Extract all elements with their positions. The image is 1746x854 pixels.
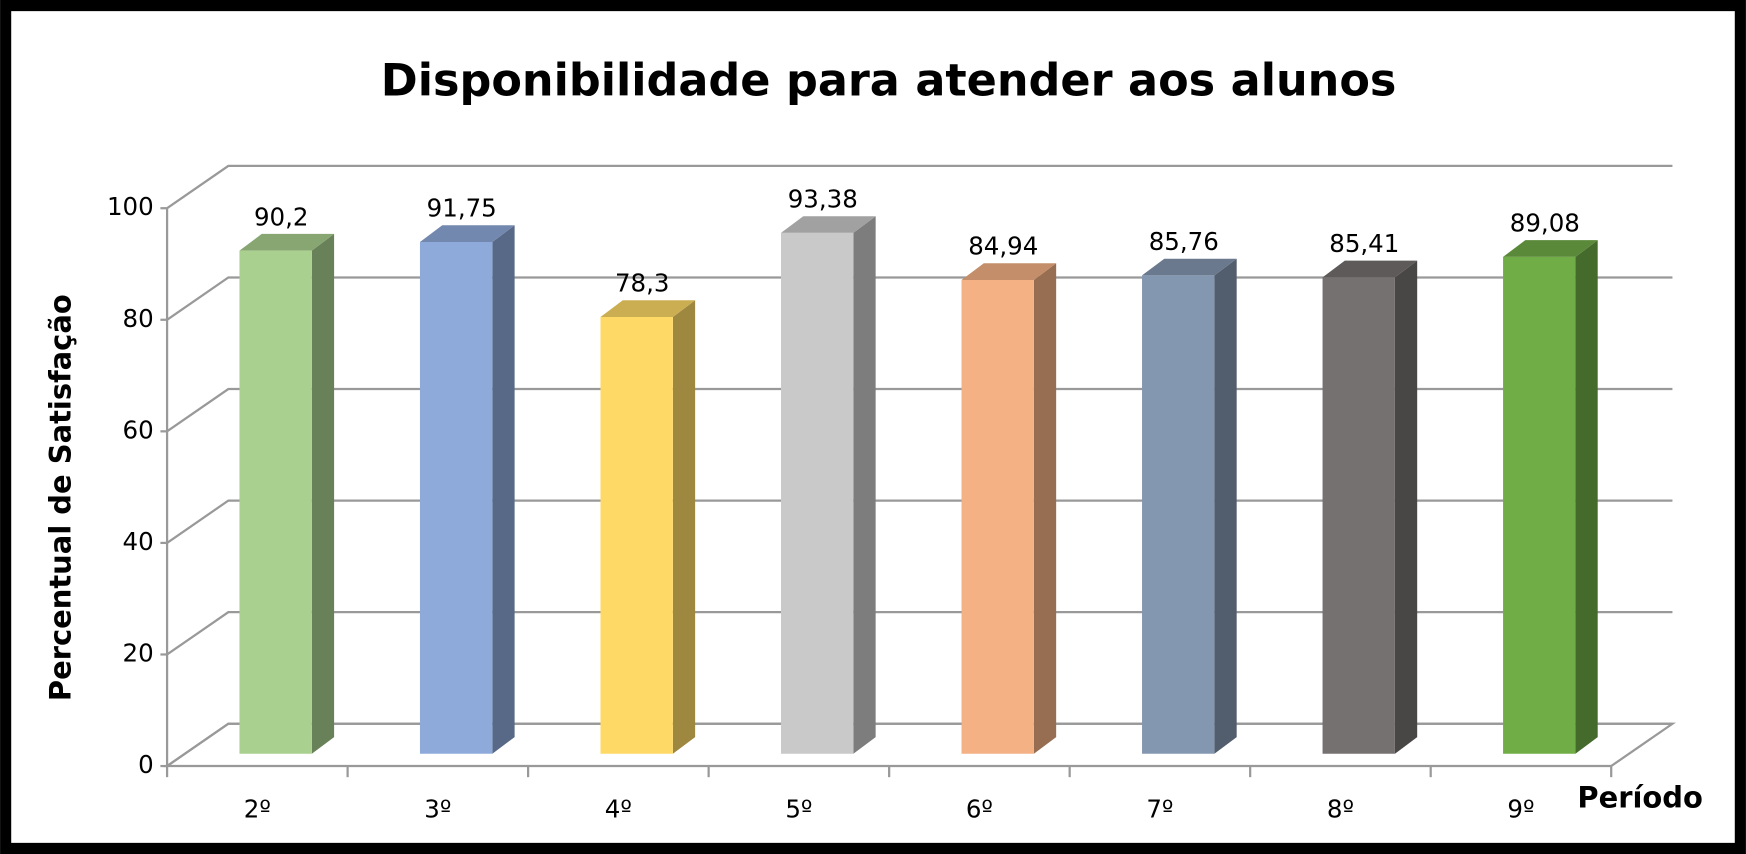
x-tick-label: 9º: [1507, 795, 1534, 824]
value-label: 85,41: [1329, 229, 1399, 258]
bar-side: [1575, 240, 1598, 754]
value-label: 85,76: [1149, 227, 1219, 256]
grid-line: [166, 164, 1673, 210]
value-label: 91,75: [427, 194, 497, 223]
bar-front: [961, 279, 1034, 754]
bar: [781, 216, 876, 754]
bar-front: [1142, 275, 1215, 754]
bar: [1142, 258, 1237, 754]
bar-top: [1503, 240, 1598, 257]
value-label: 78,3: [615, 269, 670, 298]
y-tick-label: 80: [123, 304, 154, 333]
chart-title: Disponibilidade para atender aos alunos: [381, 55, 1397, 107]
y-axis-title: Percentual de Satisfação: [43, 294, 77, 701]
bar-top: [419, 225, 515, 242]
bar-top: [1322, 260, 1418, 278]
x-tick-label: 7º: [1146, 795, 1173, 824]
y-tick-label: 0: [138, 750, 154, 779]
bar-front: [239, 250, 312, 754]
bar-front: [1503, 256, 1576, 754]
bar-side: [1214, 258, 1237, 754]
bar-front: [1322, 277, 1395, 754]
bar-side: [492, 225, 515, 754]
x-tick-label: 3º: [424, 795, 451, 824]
bar: [1503, 240, 1598, 754]
value-label: 93,38: [788, 185, 858, 214]
value-label: 84,94: [968, 232, 1038, 261]
bar-side: [1033, 263, 1057, 754]
x-tick-label: 2º: [244, 795, 271, 824]
bar-front: [781, 232, 854, 754]
bar-front: [600, 317, 673, 754]
bar-front: [419, 241, 493, 754]
bar-side: [853, 216, 876, 754]
bar: [961, 263, 1057, 754]
x-axis-title: Período: [1577, 780, 1703, 814]
bar-top: [1142, 258, 1237, 276]
bar-top: [239, 233, 335, 251]
x-tick-label: 8º: [1327, 795, 1354, 824]
bar: [600, 300, 696, 754]
x-tick-label: 6º: [966, 795, 993, 824]
x-tick-label: 5º: [785, 795, 812, 824]
bar: [419, 225, 515, 754]
bar-top: [961, 263, 1057, 280]
bar: [239, 233, 335, 754]
x-tick-label: 4º: [605, 795, 632, 824]
bar-top: [781, 216, 876, 233]
y-tick-label: 40: [123, 527, 154, 556]
y-tick-label: 60: [123, 415, 154, 444]
y-tick-label: 100: [107, 192, 154, 221]
bar-side: [311, 233, 335, 754]
value-label: 90,2: [254, 202, 309, 231]
bar: [1322, 260, 1418, 754]
bar-top: [600, 300, 696, 318]
bar-side: [1394, 260, 1418, 754]
value-label: 89,08: [1510, 209, 1580, 238]
y-tick-label: 20: [123, 638, 154, 667]
bar-side: [672, 300, 696, 754]
